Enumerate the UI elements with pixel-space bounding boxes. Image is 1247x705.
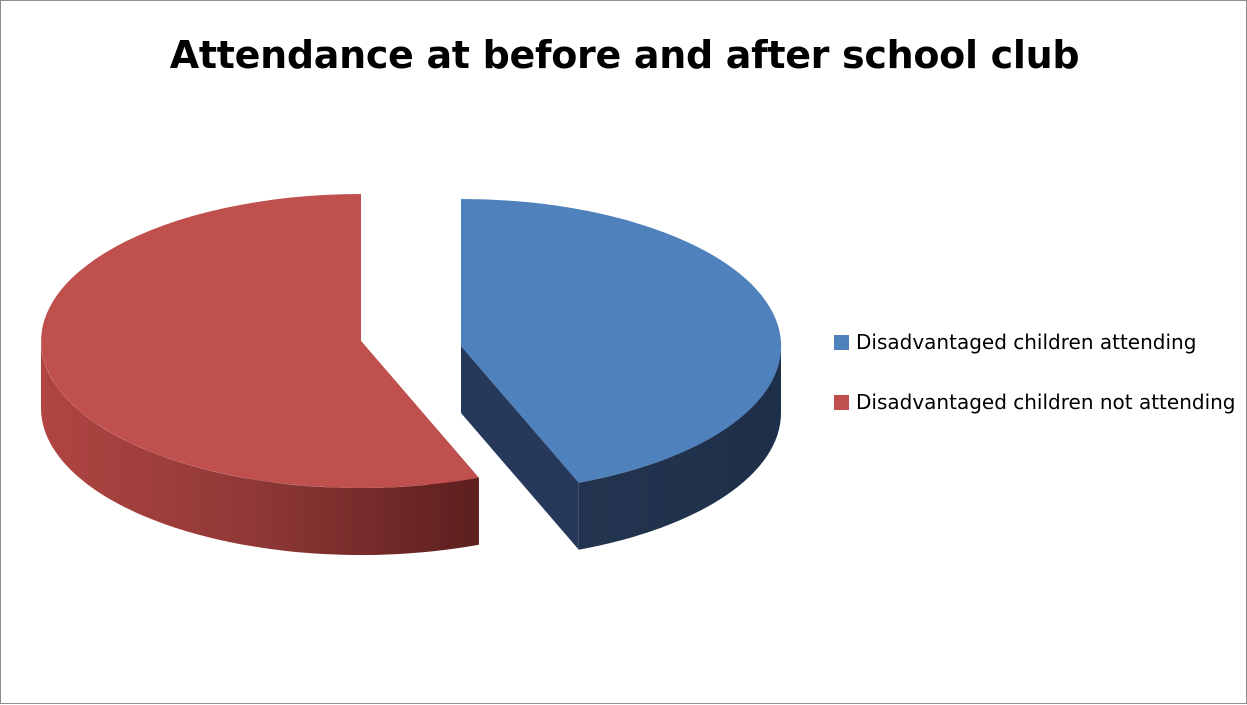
slice-attending [461,198,782,483]
slice-side-not-attending [40,341,479,556]
legend-item-not-attending: Disadvantaged children not attending [834,387,1244,417]
chart-title: Attendance at before and after school cl… [169,33,1080,77]
legend-label-attending: Disadvantaged children attending [856,330,1197,354]
slice-cut-end-attending [461,346,579,550]
legend-swatch-not-attending [834,395,849,410]
legend: Disadvantaged children attending Disadva… [834,327,1244,447]
slice-not-attending [41,194,479,488]
legend-swatch-attending [834,335,849,350]
legend-item-attending: Disadvantaged children attending [834,327,1244,357]
legend-label-not-attending: Disadvantaged children not attending [856,390,1236,414]
slice-side-attending [578,346,781,550]
